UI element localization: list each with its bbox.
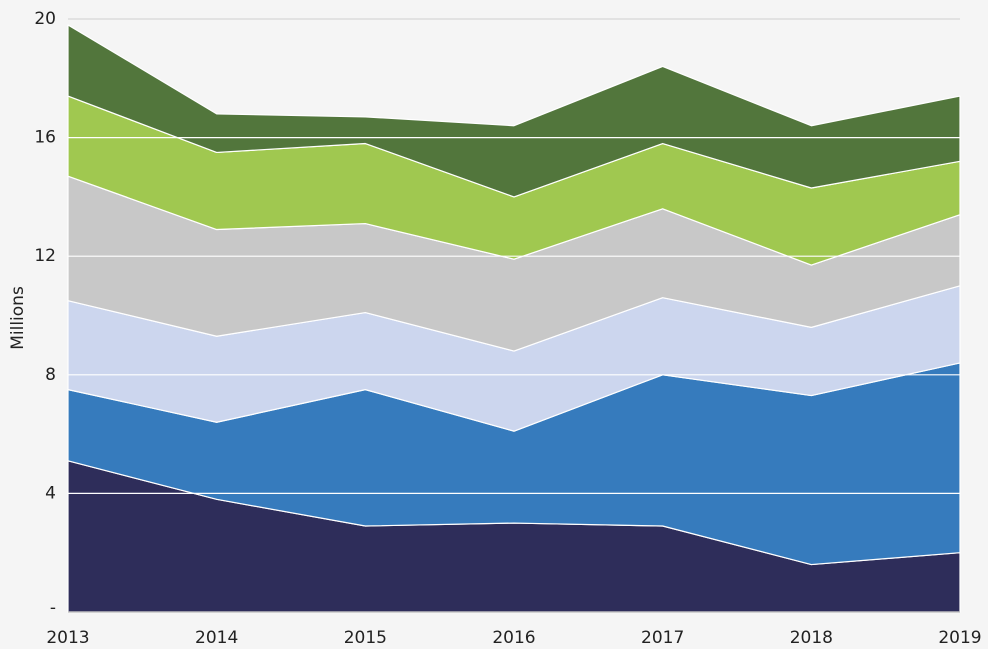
y-tick-label: 8 xyxy=(45,365,56,385)
x-tick-label: 2019 xyxy=(938,628,981,648)
y-tick-label: 4 xyxy=(45,483,56,503)
y-tick-label: - xyxy=(50,598,56,618)
y-tick-label: 20 xyxy=(34,9,56,29)
x-tick-label: 2016 xyxy=(492,628,535,648)
x-tick-label: 2015 xyxy=(344,628,387,648)
x-tick-label: 2013 xyxy=(46,628,89,648)
y-tick-label: 12 xyxy=(34,246,56,266)
y-axis-label: Millions xyxy=(8,286,28,350)
y-tick-label: 16 xyxy=(34,128,56,148)
x-tick-label: 2014 xyxy=(195,628,238,648)
area xyxy=(67,24,961,198)
x-tick-label: 2017 xyxy=(641,628,684,648)
x-tick-label: 2018 xyxy=(790,628,833,648)
